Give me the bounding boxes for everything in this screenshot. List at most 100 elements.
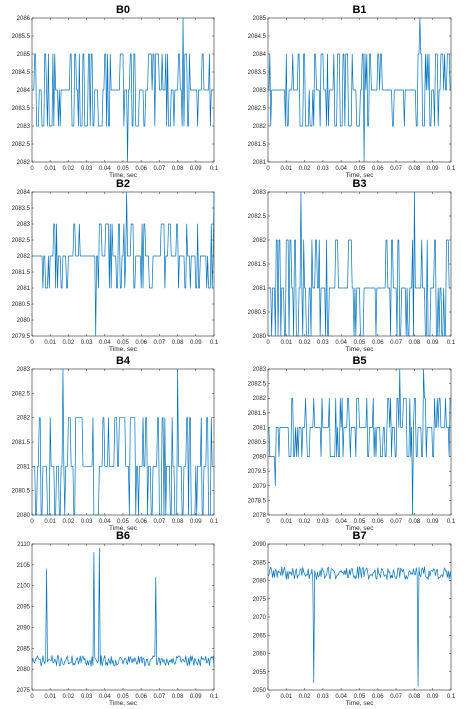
chart-title: B1 xyxy=(352,4,366,16)
x-tick-label: 0.1 xyxy=(447,694,456,700)
y-tick-label: 2081 xyxy=(17,286,31,292)
series-line xyxy=(268,17,451,163)
x-tick-label: 0.07 xyxy=(390,340,402,346)
plot-area xyxy=(31,368,215,516)
x-tick-label: 0.02 xyxy=(63,340,75,346)
x-tick-label: 0.04 xyxy=(335,519,347,525)
series-line xyxy=(32,17,214,163)
plot-area xyxy=(31,191,215,337)
chart-panel-b5: B5 0 0.01 0.02 0.03 0.04 0.05 0.06 0.07 0.08 0.09 0… xyxy=(248,355,456,532)
x-tick-label: 0.02 xyxy=(299,340,311,346)
x-tick-label: 0.04 xyxy=(99,340,111,346)
y-tick-label: 2083.5 xyxy=(248,70,267,76)
x-tick-label: 0.01 xyxy=(280,694,292,700)
chart-panel-b4: B4 0 0.01 0.02 0.03 0.04 0.05 0.06 0.07 0.08 0.09 0… xyxy=(12,355,219,532)
x-tick-label: 0.08 xyxy=(409,166,421,172)
y-tick-label: 2084 xyxy=(253,52,267,58)
y-tick-label: 2050 xyxy=(253,688,267,694)
x-tick-label: 0.05 xyxy=(354,694,366,700)
y-tick-label: 2080.5 xyxy=(248,440,267,446)
y-tick-label: 2083 xyxy=(17,367,31,373)
y-tick-label: 2082.5 xyxy=(248,106,267,112)
x-axis-label: Time, sec xyxy=(109,172,138,179)
chart-panel-b2: B2 0 0.01 0.02 0.03 0.04 0.05 0.06 0.07 0.08 0.09 0… xyxy=(12,178,219,353)
y-tick-label: 2083.5 xyxy=(12,206,31,212)
x-tick-label: 0.09 xyxy=(427,340,439,346)
x-tick-label: 0.1 xyxy=(210,340,219,346)
y-tick-label: 2090 xyxy=(253,542,267,548)
x-tick-label: 0.01 xyxy=(280,166,292,172)
y-tick-label: 2082 xyxy=(17,160,31,166)
y-tick-label: 2082 xyxy=(17,254,31,260)
y-tick-label: 2080.5 xyxy=(248,310,267,316)
x-tick-label: 0 xyxy=(266,694,270,700)
y-tick-label: 2080 xyxy=(17,318,31,324)
plot-area xyxy=(267,543,452,691)
y-tick-label: 2081.5 xyxy=(248,142,267,148)
x-tick-label: 0.09 xyxy=(190,519,202,525)
x-tick-label: 0.03 xyxy=(317,519,329,525)
y-tick-label: 2084.5 xyxy=(248,34,267,40)
plot-area xyxy=(31,543,215,691)
x-tick-label: 0.07 xyxy=(390,694,402,700)
y-tick-label: 2083.5 xyxy=(12,106,31,112)
x-tick-label: 0.07 xyxy=(154,694,166,700)
y-tick-label: 2081 xyxy=(253,160,267,166)
y-tick-label: 2080 xyxy=(253,579,267,585)
chart-title: B3 xyxy=(352,178,366,190)
y-tick-label: 2085 xyxy=(17,646,31,652)
x-tick-label: 0.07 xyxy=(154,519,166,525)
y-tick-label: 2083 xyxy=(253,88,267,94)
chart-panel-b6: B6 0 0.01 0.02 0.03 0.04 0.05 0.06 0.07 0.08 0.09 0… xyxy=(17,530,219,707)
x-tick-label: 0.05 xyxy=(117,340,129,346)
y-tick-label: 2082 xyxy=(253,238,267,244)
y-tick-label: 2080 xyxy=(253,334,267,340)
y-tick-label: 2082 xyxy=(253,124,267,130)
x-tick-label: 0.06 xyxy=(372,340,384,346)
x-tick-label: 0.08 xyxy=(409,519,421,525)
chart-title: B6 xyxy=(116,530,130,542)
x-tick-label: 0.04 xyxy=(335,694,347,700)
y-tick-label: 2079 xyxy=(253,484,267,490)
x-tick-label: 0.09 xyxy=(190,166,202,172)
y-tick-label: 2060 xyxy=(253,652,267,658)
x-tick-label: 0.06 xyxy=(372,166,384,172)
x-axis-label: Time, sec xyxy=(346,172,375,179)
series-line xyxy=(31,547,215,667)
x-tick-label: 0.01 xyxy=(280,519,292,525)
x-tick-label: 0.1 xyxy=(447,166,456,172)
y-tick-label: 2082.5 xyxy=(248,382,267,388)
y-tick-label: 2080 xyxy=(253,455,267,461)
y-tick-label: 2082.5 xyxy=(12,142,31,148)
x-tick-label: 0 xyxy=(30,166,34,172)
y-tick-label: 2084 xyxy=(17,190,31,196)
y-tick-label: 2081.5 xyxy=(12,440,31,446)
x-axis-label: Time, sec xyxy=(109,346,138,353)
y-tick-label: 2085 xyxy=(253,560,267,566)
x-tick-label: 0.1 xyxy=(447,340,456,346)
chart-title: B2 xyxy=(116,178,130,190)
x-tick-label: 0.1 xyxy=(210,166,219,172)
y-tick-label: 2083 xyxy=(17,222,31,228)
x-tick-label: 0.09 xyxy=(190,694,202,700)
x-tick-label: 0 xyxy=(266,166,270,172)
y-tick-label: 2080 xyxy=(17,667,31,673)
y-tick-label: 2085.5 xyxy=(12,34,31,40)
x-tick-label: 0.05 xyxy=(354,166,366,172)
x-tick-label: 0.1 xyxy=(447,519,456,525)
series-line xyxy=(32,191,215,337)
x-tick-label: 0.07 xyxy=(390,166,402,172)
y-tick-label: 2082.5 xyxy=(12,391,31,397)
chart-panel-b1: B1 0 0.01 0.02 0.03 0.04 0.05 0.06 0.07 0.08 0.09 0… xyxy=(248,4,456,179)
x-tick-label: 0.08 xyxy=(172,694,184,700)
x-tick-label: 0.1 xyxy=(210,519,219,525)
y-tick-label: 2080 xyxy=(17,513,31,519)
x-tick-label: 0.04 xyxy=(99,166,111,172)
y-tick-label: 2055 xyxy=(253,670,267,676)
x-tick-label: 0.03 xyxy=(81,519,93,525)
y-tick-label: 2079.5 xyxy=(248,469,267,475)
y-tick-label: 2100 xyxy=(17,584,31,590)
x-tick-label: 0.01 xyxy=(44,694,56,700)
x-tick-label: 0.02 xyxy=(63,694,75,700)
x-tick-label: 0 xyxy=(266,340,270,346)
